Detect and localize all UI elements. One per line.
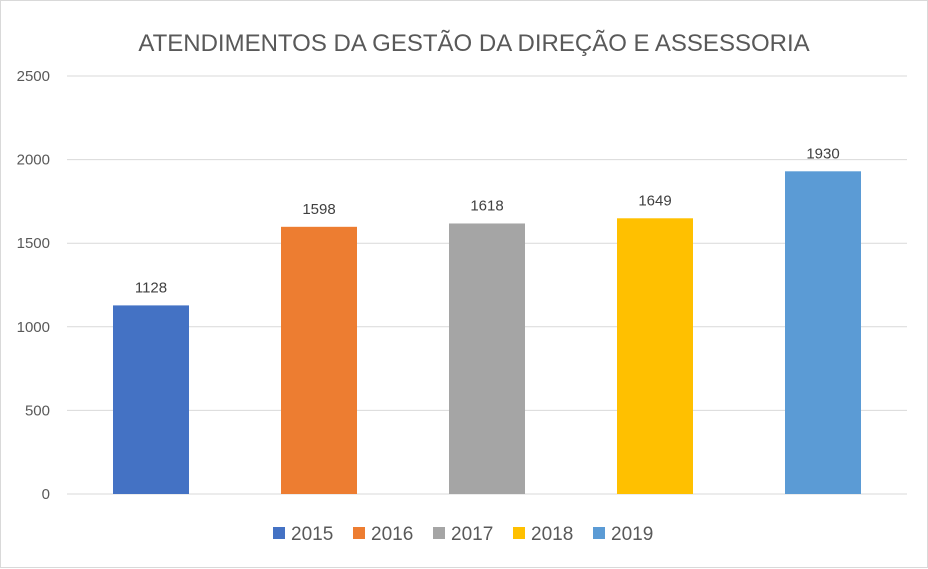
data-labels: 1128 1598 1618 1649 1930 [135,145,840,296]
chart-title: ATENDIMENTOS DA GESTÃO DA DIREÇÃO E ASSE… [138,30,809,57]
data-label-2017: 1618 [470,197,503,214]
data-label-2016: 1598 [302,201,335,218]
y-tick-label: 2500 [17,68,50,85]
bar-2016 [281,226,357,495]
legend-label-2015: 2015 [291,524,333,545]
y-tick-label: 500 [25,402,50,419]
y-tick-label: 1000 [17,319,50,336]
legend-label-2018: 2018 [531,524,573,545]
bar-2018 [617,218,693,494]
legend-label-2017: 2017 [451,524,493,545]
bars [113,171,861,495]
legend-swatch-2015 [273,527,285,539]
bar-2017 [449,223,525,494]
legend-swatch-2017 [433,527,445,539]
legend: 2015 2016 2017 2018 2019 [273,524,653,545]
bar-2015 [113,305,189,494]
y-axis-ticks: 0 500 1000 1500 2000 2500 [17,68,50,503]
data-label-2015: 1128 [135,279,167,296]
legend-label-2016: 2016 [371,524,413,545]
legend-swatch-2019 [593,527,605,539]
data-label-2018: 1649 [638,192,671,209]
legend-swatch-2018 [513,527,525,539]
bar-2019 [785,171,861,494]
y-tick-label: 2000 [17,152,50,169]
y-tick-label: 1500 [17,235,50,252]
legend-swatch-2016 [353,527,365,539]
data-label-2019: 1930 [806,145,839,162]
legend-label-2019: 2019 [611,524,653,545]
y-tick-label: 0 [42,486,50,503]
